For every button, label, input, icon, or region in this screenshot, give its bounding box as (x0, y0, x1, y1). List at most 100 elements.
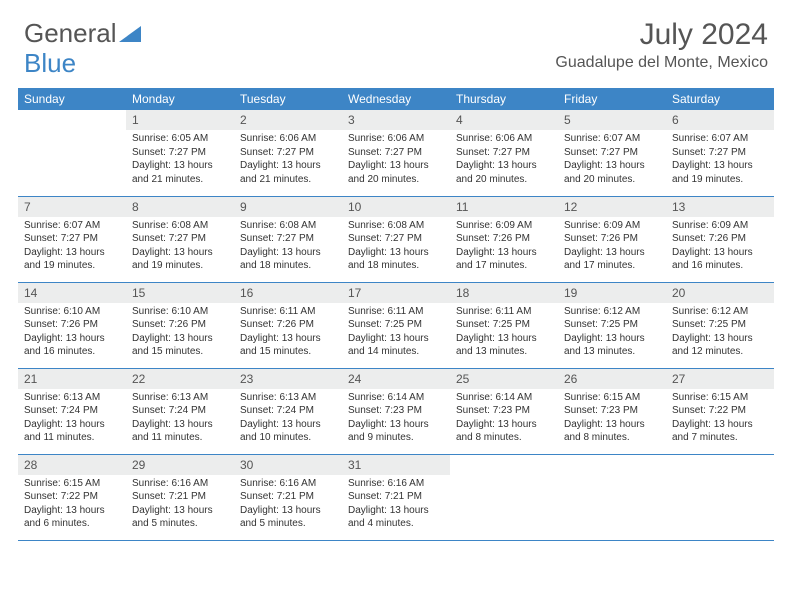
daylight-value: 13 hours and 20 minutes. (348, 160, 429, 185)
sunrise-value: 6:07 AM (603, 133, 640, 144)
day-number: 23 (234, 369, 342, 389)
daylight-value: 13 hours and 16 minutes. (672, 247, 753, 272)
sunrise-value: 6:05 AM (171, 133, 208, 144)
day-number: 15 (126, 283, 234, 303)
day-number: 1 (126, 110, 234, 130)
daylight-value: 13 hours and 4 minutes. (348, 505, 429, 530)
sunset-line: Sunset: 7:27 PM (564, 146, 660, 160)
sunset-line: Sunset: 7:23 PM (456, 404, 552, 418)
daylight-line: Daylight: 13 hours and 18 minutes. (348, 246, 444, 273)
cell-body: Sunrise: 6:09 AMSunset: 7:26 PMDaylight:… (450, 217, 558, 277)
dayheader-wed: Wednesday (342, 88, 450, 110)
daylight-value: 13 hours and 18 minutes. (348, 247, 429, 272)
sunset-value: 7:27 PM (385, 147, 422, 158)
daylight-value: 13 hours and 7 minutes. (672, 419, 753, 444)
cell-body: Sunrise: 6:15 AMSunset: 7:22 PMDaylight:… (666, 389, 774, 449)
day-number: 18 (450, 283, 558, 303)
sunset-value: 7:24 PM (169, 405, 206, 416)
calendar-row: 21Sunrise: 6:13 AMSunset: 7:24 PMDayligh… (18, 368, 774, 454)
day-number: 16 (234, 283, 342, 303)
calendar-cell: 8Sunrise: 6:08 AMSunset: 7:27 PMDaylight… (126, 196, 234, 282)
daylight-value: 13 hours and 5 minutes. (240, 505, 321, 530)
daylight-value: 13 hours and 9 minutes. (348, 419, 429, 444)
sunrise-line: Sunrise: 6:13 AM (240, 391, 336, 405)
daylight-line: Daylight: 13 hours and 21 minutes. (132, 159, 228, 186)
cell-body: Sunrise: 6:13 AMSunset: 7:24 PMDaylight:… (18, 389, 126, 449)
calendar-row: 28Sunrise: 6:15 AMSunset: 7:22 PMDayligh… (18, 454, 774, 540)
sunrise-line: Sunrise: 6:14 AM (456, 391, 552, 405)
cell-body: Sunrise: 6:08 AMSunset: 7:27 PMDaylight:… (234, 217, 342, 277)
sunrise-value: 6:09 AM (495, 220, 532, 231)
daylight-line: Daylight: 13 hours and 21 minutes. (240, 159, 336, 186)
sunset-value: 7:24 PM (277, 405, 314, 416)
daylight-value: 13 hours and 18 minutes. (240, 247, 321, 272)
header: General July 2024 Guadalupe del Monte, M… (0, 0, 792, 80)
sunrise-line: Sunrise: 6:08 AM (240, 219, 336, 233)
daylight-value: 13 hours and 19 minutes. (132, 247, 213, 272)
daylight-value: 13 hours and 20 minutes. (564, 160, 645, 185)
calendar-cell: 23Sunrise: 6:13 AMSunset: 7:24 PMDayligh… (234, 368, 342, 454)
calendar-cell (450, 454, 558, 540)
month-title: July 2024 (555, 18, 768, 52)
calendar-cell: 14Sunrise: 6:10 AMSunset: 7:26 PMDayligh… (18, 282, 126, 368)
sunset-value: 7:25 PM (385, 319, 422, 330)
day-number: 11 (450, 197, 558, 217)
dayheader-thu: Thursday (450, 88, 558, 110)
sunset-value: 7:27 PM (493, 147, 530, 158)
sunrise-line: Sunrise: 6:06 AM (348, 132, 444, 146)
sunset-value: 7:21 PM (385, 491, 422, 502)
sunset-line: Sunset: 7:27 PM (240, 232, 336, 246)
sunrise-value: 6:14 AM (495, 392, 532, 403)
sunrise-value: 6:13 AM (63, 392, 100, 403)
daylight-line: Daylight: 13 hours and 11 minutes. (132, 418, 228, 445)
calendar-body: 1Sunrise: 6:05 AMSunset: 7:27 PMDaylight… (18, 110, 774, 540)
cell-body: Sunrise: 6:11 AMSunset: 7:26 PMDaylight:… (234, 303, 342, 363)
day-number: 30 (234, 455, 342, 475)
day-number: 28 (18, 455, 126, 475)
daylight-value: 13 hours and 11 minutes. (24, 419, 105, 444)
cell-body: Sunrise: 6:16 AMSunset: 7:21 PMDaylight:… (342, 475, 450, 535)
calendar-cell: 30Sunrise: 6:16 AMSunset: 7:21 PMDayligh… (234, 454, 342, 540)
sunset-line: Sunset: 7:26 PM (24, 318, 120, 332)
daylight-line: Daylight: 13 hours and 8 minutes. (456, 418, 552, 445)
sunset-line: Sunset: 7:21 PM (240, 490, 336, 504)
sunset-value: 7:23 PM (601, 405, 638, 416)
sunset-value: 7:24 PM (61, 405, 98, 416)
sunset-value: 7:27 PM (61, 233, 98, 244)
daylight-line: Daylight: 13 hours and 11 minutes. (24, 418, 120, 445)
logo: General (24, 18, 141, 49)
sunset-value: 7:21 PM (169, 491, 206, 502)
day-number: 4 (450, 110, 558, 130)
sunset-line: Sunset: 7:27 PM (348, 232, 444, 246)
calendar-cell: 31Sunrise: 6:16 AMSunset: 7:21 PMDayligh… (342, 454, 450, 540)
day-number: 8 (126, 197, 234, 217)
sunset-line: Sunset: 7:21 PM (132, 490, 228, 504)
calendar-cell: 26Sunrise: 6:15 AMSunset: 7:23 PMDayligh… (558, 368, 666, 454)
sunset-line: Sunset: 7:27 PM (24, 232, 120, 246)
calendar-head: Sunday Monday Tuesday Wednesday Thursday… (18, 88, 774, 110)
logo-text-1: General (24, 18, 117, 49)
daylight-line: Daylight: 13 hours and 5 minutes. (132, 504, 228, 531)
cell-body: Sunrise: 6:08 AMSunset: 7:27 PMDaylight:… (126, 217, 234, 277)
sunset-value: 7:27 PM (601, 147, 638, 158)
dayheader-sun: Sunday (18, 88, 126, 110)
sunset-line: Sunset: 7:26 PM (132, 318, 228, 332)
sunrise-line: Sunrise: 6:05 AM (132, 132, 228, 146)
sunrise-line: Sunrise: 6:11 AM (456, 305, 552, 319)
sunset-line: Sunset: 7:27 PM (348, 146, 444, 160)
daylight-line: Daylight: 13 hours and 13 minutes. (456, 332, 552, 359)
sunrise-value: 6:06 AM (495, 133, 532, 144)
sunset-line: Sunset: 7:23 PM (564, 404, 660, 418)
sunrise-line: Sunrise: 6:06 AM (456, 132, 552, 146)
sunset-line: Sunset: 7:24 PM (132, 404, 228, 418)
day-number: 21 (18, 369, 126, 389)
calendar-cell: 16Sunrise: 6:11 AMSunset: 7:26 PMDayligh… (234, 282, 342, 368)
calendar-table: Sunday Monday Tuesday Wednesday Thursday… (18, 88, 774, 541)
sunset-line: Sunset: 7:27 PM (672, 146, 768, 160)
daylight-line: Daylight: 13 hours and 16 minutes. (24, 332, 120, 359)
cell-body: Sunrise: 6:07 AMSunset: 7:27 PMDaylight:… (666, 130, 774, 190)
calendar-cell: 19Sunrise: 6:12 AMSunset: 7:25 PMDayligh… (558, 282, 666, 368)
sunset-line: Sunset: 7:21 PM (348, 490, 444, 504)
daylight-value: 13 hours and 5 minutes. (132, 505, 213, 530)
calendar-cell: 20Sunrise: 6:12 AMSunset: 7:25 PMDayligh… (666, 282, 774, 368)
